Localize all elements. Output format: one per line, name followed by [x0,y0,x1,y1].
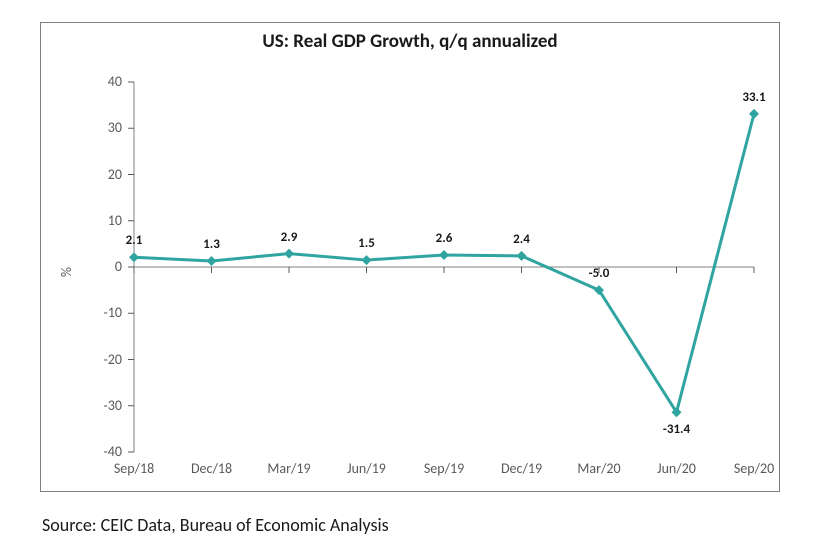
source-line: Source: CEIC Data, Bureau of Economic An… [42,514,389,536]
y-tick-label: 0 [115,258,122,275]
y-tick-label: 10 [108,212,122,229]
data-marker [362,255,372,265]
y-tick-label: -10 [104,304,122,321]
data-label: 1.5 [358,236,375,251]
y-tick-label: -30 [104,397,122,414]
data-label: 2.4 [513,232,530,247]
data-marker [207,256,217,266]
x-tick-label: Dec/18 [191,460,232,477]
y-tick-label: 40 [108,73,122,90]
data-marker [439,250,449,260]
x-tick-label: Dec/19 [501,460,542,477]
y-tick-label: -20 [104,351,122,368]
x-tick-label: Jun/19 [347,460,386,477]
series-line [134,114,754,412]
y-tick-label: 30 [108,119,122,136]
data-label: 33.1 [742,90,765,105]
data-label: -31.4 [663,422,690,437]
data-label: 1.3 [203,237,220,252]
data-label: 2.9 [281,230,298,245]
data-marker [517,251,527,261]
x-tick-label: Sep/19 [424,460,464,477]
data-label: -5.0 [589,266,610,281]
x-tick-label: Jun/20 [657,460,696,477]
x-tick-label: Mar/19 [267,460,310,477]
y-tick-label: 20 [108,166,122,183]
data-label: 2.1 [126,233,143,248]
data-marker [284,249,294,259]
data-label: 2.6 [436,231,453,246]
data-marker [749,109,759,119]
x-tick-label: Mar/20 [577,460,620,477]
y-tick-label: -40 [104,443,122,460]
data-marker [129,252,139,262]
x-tick-label: Sep/20 [734,460,774,477]
x-tick-label: Sep/18 [114,460,154,477]
